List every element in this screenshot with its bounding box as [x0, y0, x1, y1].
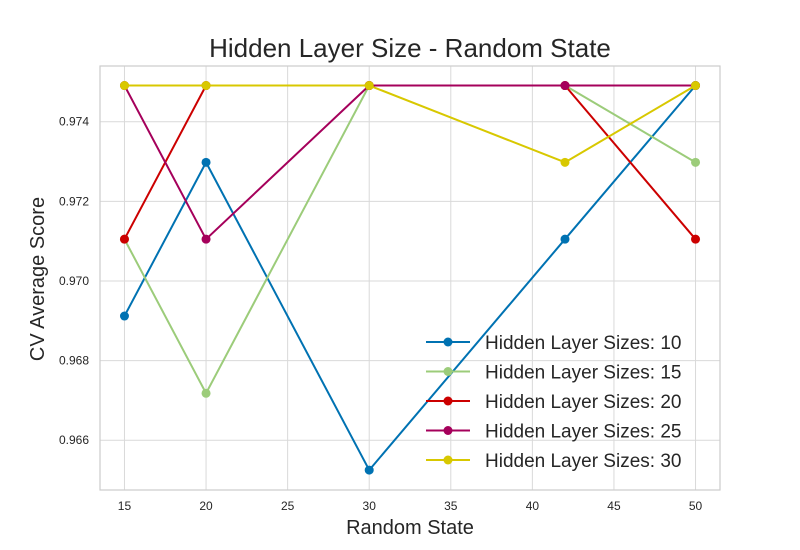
- x-tick-label: 50: [689, 499, 703, 513]
- plot-frame: [99, 65, 721, 491]
- data-point: [560, 81, 570, 91]
- x-tick-label: 30: [363, 499, 377, 513]
- y-tick-label: 0.974: [59, 115, 89, 129]
- series-1: [119, 81, 701, 475]
- y-tick-label: 0.968: [59, 354, 89, 368]
- x-axis-label: Random State: [346, 517, 474, 539]
- data-point: [560, 234, 570, 244]
- x-tick-label: 25: [281, 499, 295, 513]
- x-tick-label: 15: [118, 499, 132, 513]
- data-point: [691, 157, 701, 167]
- data-point: [364, 465, 374, 475]
- x-tick-labels: 15 20 25 30 35 40 45 50: [118, 499, 703, 513]
- legend-item: Hidden Layer Sizes: 15: [426, 363, 681, 384]
- data-point: [691, 234, 701, 244]
- x-tick-label: 45: [607, 499, 621, 513]
- legend-label: Hidden Layer Sizes: 10: [485, 333, 681, 354]
- series-line: [124, 84, 697, 164]
- data-point: [119, 311, 129, 321]
- legend-label: Hidden Layer Sizes: 20: [485, 392, 681, 413]
- y-tick-label: 0.972: [59, 194, 89, 208]
- data-point: [691, 81, 701, 91]
- legend-label: Hidden Layer Sizes: 15: [485, 363, 681, 384]
- chart-title: Hidden Layer Size - Random State: [209, 33, 611, 63]
- data-point: [201, 388, 211, 398]
- data-point: [201, 81, 211, 91]
- series-lines: [119, 81, 701, 475]
- x-tick-label: 20: [199, 499, 213, 513]
- series-5: [119, 81, 701, 167]
- legend-marker: [443, 396, 453, 406]
- data-point: [201, 157, 211, 167]
- legend-marker: [443, 426, 453, 435]
- legend-marker: [443, 367, 453, 376]
- legend-item: Hidden Layer Sizes: 20: [426, 392, 681, 413]
- legend-label: Hidden Layer Sizes: 30: [485, 451, 681, 472]
- data-point: [364, 81, 374, 91]
- legend-marker: [443, 337, 453, 347]
- y-tick-label: 0.970: [59, 274, 89, 288]
- data-point: [119, 81, 129, 91]
- legend-marker: [443, 455, 453, 465]
- y-tick-label: 0.966: [59, 433, 89, 447]
- data-point: [560, 157, 570, 167]
- data-point: [119, 234, 129, 244]
- legend-item: Hidden Layer Sizes: 30: [426, 451, 681, 472]
- legend-item: Hidden Layer Sizes: 10: [426, 333, 681, 354]
- y-tick-labels: 0.966 0.968 0.970 0.972 0.974: [59, 115, 89, 447]
- x-tick-label: 35: [444, 499, 458, 513]
- data-point: [201, 234, 211, 244]
- legend: Hidden Layer Sizes: 10 Hidden Layer Sizes…: [426, 333, 681, 472]
- y-axis-label: CV Average Score: [27, 197, 49, 361]
- legend-label: Hidden Layer Sizes: 25: [485, 422, 681, 443]
- legend-item: Hidden Layer Sizes: 25: [426, 422, 681, 443]
- x-tick-label: 40: [526, 499, 540, 513]
